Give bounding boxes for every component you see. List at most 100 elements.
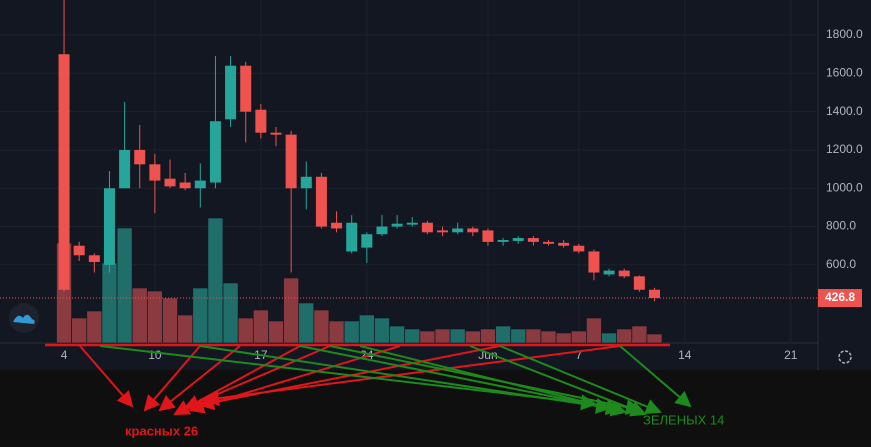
volume-bar — [207, 217, 224, 344]
candle-body — [103, 188, 115, 265]
volume-bar — [147, 290, 163, 344]
volume-bar — [268, 320, 284, 344]
candle-body — [179, 182, 191, 189]
y-tick-label: 1200.0 — [826, 142, 863, 156]
candle-body — [437, 230, 449, 233]
candle-body — [270, 132, 282, 135]
volume-bar — [374, 317, 390, 344]
volume-bar — [449, 328, 466, 344]
volume-bar — [253, 309, 269, 344]
volume-bar — [434, 328, 451, 344]
candle-body — [543, 241, 555, 244]
candle-body — [315, 176, 327, 227]
volume-bar — [116, 227, 133, 344]
volume-bar — [86, 310, 103, 344]
volume-bar — [359, 314, 375, 344]
candle-body — [73, 245, 85, 256]
candle-body — [58, 54, 70, 290]
volume-bar — [510, 328, 527, 344]
y-tick-label: 1600.0 — [826, 66, 863, 80]
y-tick-label: 600.0 — [826, 257, 856, 271]
y-tick-label: 1000.0 — [826, 180, 863, 194]
volume-bar — [177, 314, 193, 344]
volume-bar — [313, 309, 330, 344]
candle-body — [406, 222, 418, 225]
candle-body — [361, 234, 373, 248]
volume-bar — [222, 282, 239, 344]
candle-body — [391, 223, 403, 227]
x-tick-label: 4 — [61, 348, 68, 362]
volume-bar — [71, 317, 87, 344]
volume-bar — [525, 328, 542, 344]
volume-bar — [131, 287, 148, 344]
candle-body — [603, 270, 615, 275]
volume-bar — [328, 320, 345, 344]
candle-body — [512, 238, 524, 241]
candle-body — [164, 178, 176, 187]
candle-body — [119, 149, 131, 189]
volume-bar — [404, 328, 421, 344]
candle-body — [255, 109, 267, 133]
candle-body — [134, 149, 146, 165]
candle-body — [331, 222, 343, 229]
volume-bar — [631, 325, 648, 344]
last-price-box — [818, 289, 862, 308]
volume-bar — [570, 330, 587, 344]
candle-body — [225, 65, 237, 120]
candle-body — [421, 222, 433, 233]
y-tick-label: 1800.0 — [826, 27, 863, 41]
volume-bar — [616, 328, 633, 344]
volume-bar — [465, 330, 481, 344]
candle-body — [527, 238, 539, 242]
annotation-green: ЗЕЛЕНЫХ 14 — [643, 412, 724, 427]
volume-bar — [601, 332, 617, 344]
candle-body — [300, 176, 312, 189]
last-price-label: 426.8 — [825, 290, 855, 304]
volume-bar — [101, 262, 118, 344]
candle-body — [209, 121, 221, 183]
candle-body — [376, 226, 388, 235]
volume-bar — [555, 332, 572, 344]
candle-body — [467, 228, 479, 233]
volume-bar — [298, 302, 315, 344]
candles — [58, 0, 660, 302]
arrows — [79, 345, 692, 417]
candle-body — [194, 180, 206, 189]
candle-body — [497, 239, 509, 242]
volume-bar — [343, 320, 360, 344]
x-tick-label: 7 — [575, 348, 582, 362]
candle-body — [573, 245, 585, 252]
candle-body — [618, 270, 630, 277]
volume-bar — [162, 297, 178, 344]
volume-bars — [56, 217, 663, 344]
volume-bar — [586, 317, 602, 344]
candle-body — [588, 251, 600, 273]
candle-body — [482, 230, 494, 242]
logo-icon — [13, 314, 35, 324]
volume-bar — [419, 330, 436, 344]
annotation-red: красных 26 — [125, 423, 198, 438]
settings-icon[interactable] — [838, 350, 852, 364]
x-tick-label: 14 — [678, 348, 692, 362]
candle-body — [240, 65, 252, 112]
volume-bar — [283, 277, 299, 344]
volume-bar — [495, 325, 511, 344]
candle-body — [558, 242, 570, 246]
candle-body — [88, 255, 100, 262]
candle-body — [633, 276, 645, 290]
y-tick-label: 1400.0 — [826, 104, 863, 118]
volume-bar — [237, 317, 254, 344]
volume-bar — [480, 328, 496, 344]
candle-body — [285, 134, 297, 189]
candle-body — [149, 164, 161, 181]
candle-body — [346, 222, 358, 252]
candle-body — [452, 228, 464, 233]
y-tick-label: 800.0 — [826, 219, 856, 233]
x-tick-label: 10 — [148, 348, 162, 362]
x-tick-label: 21 — [784, 348, 798, 362]
volume-bar — [389, 325, 405, 344]
volume-bar — [646, 333, 663, 344]
candle-body — [648, 289, 660, 299]
volume-bar — [192, 287, 209, 344]
